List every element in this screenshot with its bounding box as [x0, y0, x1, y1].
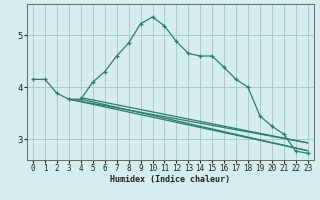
X-axis label: Humidex (Indice chaleur): Humidex (Indice chaleur) — [110, 175, 230, 184]
